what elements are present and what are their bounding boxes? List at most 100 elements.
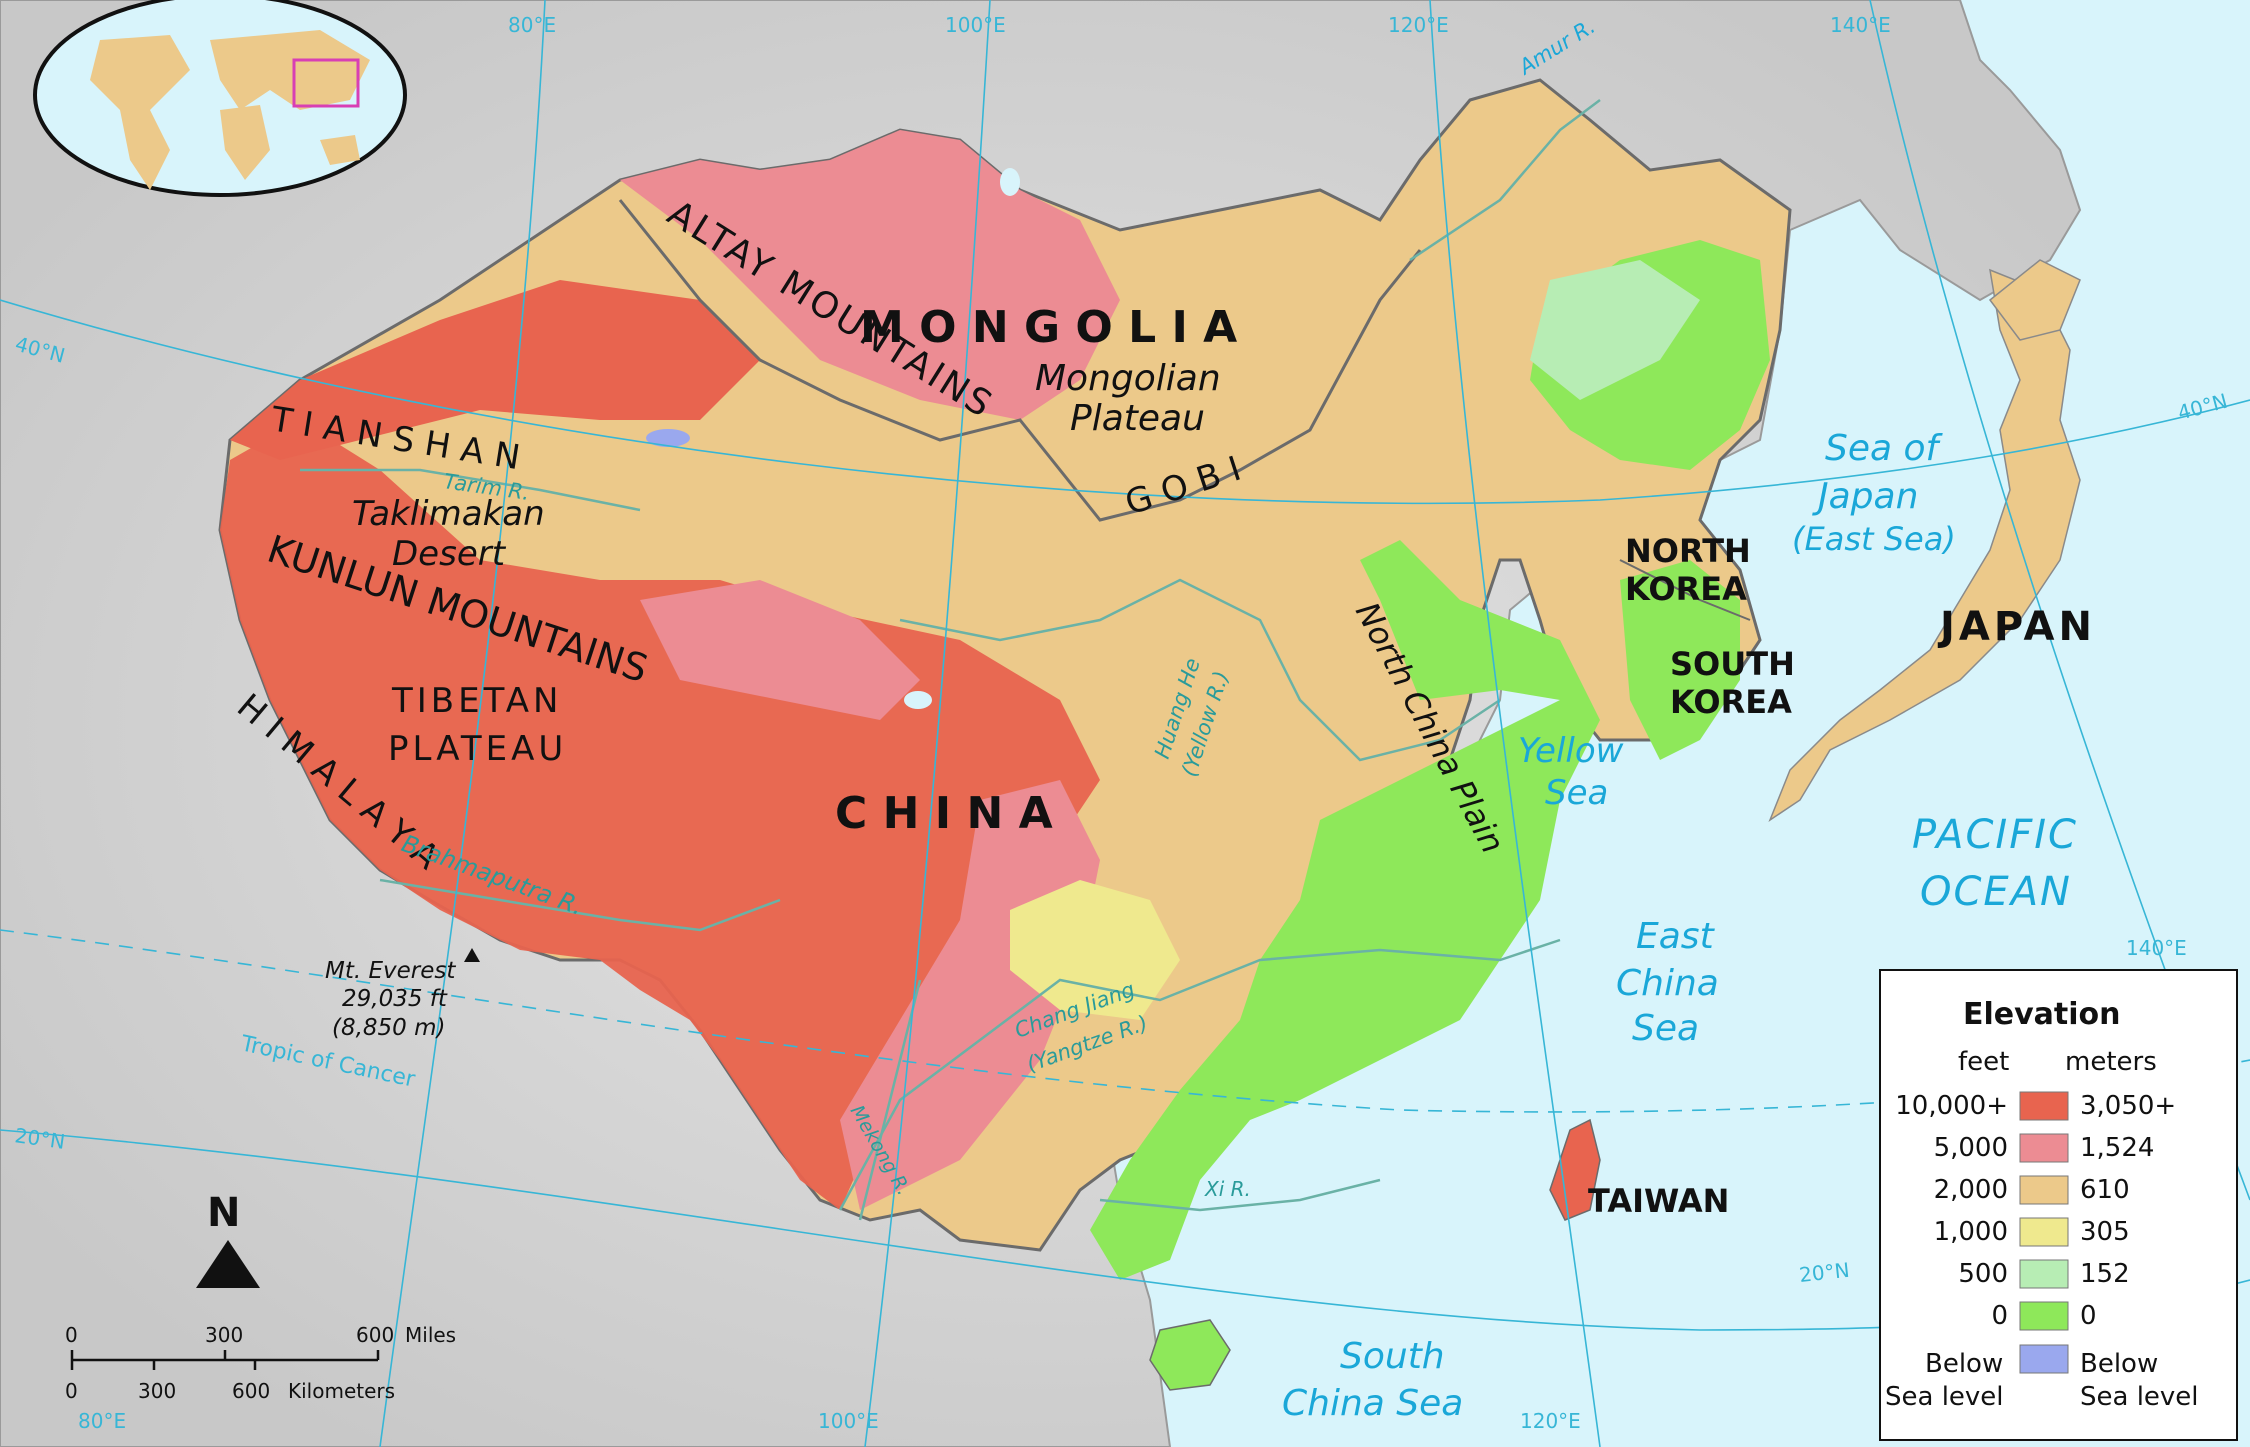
label-south-china-sea-1: South — [1340, 1336, 1445, 1377]
label-china: C H I N A — [835, 788, 1053, 839]
scale-miles-unit: Miles — [405, 1323, 456, 1347]
hainan-land — [1149, 1319, 1231, 1391]
legend-feet-value: 10,000+ — [1895, 1091, 2008, 1121]
legend-feet-value: 500 — [1958, 1259, 2008, 1289]
label-yellow-sea-2: Sea — [1545, 773, 1608, 813]
label-sea-of-japan-1: Sea of — [1825, 428, 1944, 469]
label-mongolia: M O N G O L I A — [860, 302, 1237, 353]
lowland-green — [1090, 540, 1600, 1280]
label-taiwan: TAIWAN — [1588, 1182, 1729, 1220]
legend-swatch — [2019, 1217, 2069, 1247]
label-tibetan-plateau-1: TIBETAN — [391, 681, 562, 721]
legend-title: Elevation — [1963, 997, 2121, 1032]
legend-below-feet-1: Below — [1925, 1349, 2003, 1379]
lake-issyk — [646, 429, 690, 447]
taiwan-land — [1549, 1118, 1601, 1221]
scale-miles-300: 300 — [205, 1323, 243, 1347]
scale-km-unit: Kilometers — [288, 1379, 395, 1403]
legend-swatch — [2019, 1259, 2069, 1289]
lon-label-100-bottom: 100°E — [818, 1409, 879, 1433]
scale-miles-600: 600 — [356, 1323, 394, 1347]
label-everest-1: Mt. Everest — [325, 958, 456, 984]
world-inset — [33, 0, 407, 197]
scale-km-300: 300 — [138, 1379, 176, 1403]
inset-africa — [220, 105, 270, 180]
legend-col-meters: meters — [2065, 1047, 2157, 1077]
legend-feet-value: 1,000 — [1934, 1217, 2008, 1247]
sichuan-pink — [840, 780, 1100, 1210]
mongolia-border — [618, 199, 1422, 522]
label-south-korea-1: SOUTH — [1670, 645, 1795, 683]
label-yellow-sea-1: Yellow — [1518, 731, 1624, 771]
scale-miles-0: 0 — [65, 1323, 78, 1347]
inset-locator-box — [292, 58, 360, 108]
legend-below-meters-2: Sea level — [2080, 1382, 2199, 1412]
korea-border — [1619, 559, 1751, 621]
label-north-korea-1: NORTH — [1625, 532, 1751, 570]
inset-australia — [320, 135, 360, 165]
label-tibetan-plateau-2: PLATEAU — [388, 729, 567, 769]
inset-americas — [90, 35, 190, 190]
rivers — [300, 99, 1601, 1221]
label-sea-of-japan-3: (East Sea) — [1792, 520, 1956, 558]
inset-eurasia — [210, 30, 370, 110]
legend-feet-value: 2,000 — [1934, 1175, 2008, 1205]
label-taklimakan-2: Desert — [392, 534, 507, 574]
label-east-china-sea-1: East — [1636, 916, 1716, 957]
korea-green — [1620, 560, 1740, 760]
qaidam-pink — [640, 580, 920, 720]
north-arrow-label: N — [207, 1190, 240, 1236]
legend-meters-value: 3,050+ — [2080, 1091, 2176, 1121]
north-arrow: N — [196, 1190, 260, 1288]
legend-meters-value: 305 — [2080, 1217, 2130, 1247]
scale-km-0: 0 — [65, 1379, 78, 1403]
label-taklimakan-1: Taklimakan — [352, 494, 545, 534]
legend-below-feet-2: Sea level — [1885, 1382, 2004, 1412]
lon-label-100-top: 100°E — [945, 13, 1006, 37]
legend-swatch — [2019, 1133, 2069, 1163]
label-sea-of-japan-2: Japan — [1812, 476, 1918, 517]
north-arrow-icon — [196, 1240, 260, 1288]
lon-label-120-top: 120°E — [1388, 13, 1449, 37]
legend-rows: 10,000+ 3,050+ 5,000 1,524 2,000 610 1,000 305 5… — [1895, 1091, 2176, 1331]
lake-khovsgol — [1000, 168, 1020, 196]
legend-swatch — [2019, 1091, 2069, 1121]
label-everest-3: (8,850 m) — [332, 1015, 446, 1041]
label-pacific-ocean-2: OCEAN — [1920, 869, 2072, 915]
legend-swatch — [2019, 1301, 2069, 1331]
label-east-china-sea-3: Sea — [1632, 1008, 1699, 1049]
label-pacific-ocean-1: PACIFIC — [1912, 812, 2078, 858]
everest-peak-icon — [464, 948, 480, 962]
label-mongolian-plateau-2: Plateau — [1070, 398, 1205, 439]
label-north-korea-2: KOREA — [1625, 570, 1747, 608]
elevation-legend: Elevation feet meters 10,000+ 3,050+ 5,000… — [1879, 969, 2238, 1441]
altay-pink — [620, 130, 1120, 420]
legend-meters-value: 0 — [2080, 1301, 2097, 1331]
legend-swatch — [2019, 1175, 2069, 1205]
manchuria-lightgreen — [1530, 260, 1700, 400]
tian-shan-high — [230, 280, 760, 460]
label-east-china-sea-2: China — [1616, 963, 1719, 1004]
lon-label-80-top: 80°E — [508, 13, 556, 37]
legend-meters-value: 152 — [2080, 1259, 2130, 1289]
legend-feet-value: 0 — [1991, 1301, 2008, 1331]
scale-bar: 0 300 600 Miles 0 300 600 Kilometers — [65, 1323, 456, 1403]
label-south-china-sea-2: China Sea — [1282, 1383, 1463, 1424]
legend-swatch-below — [2019, 1344, 2069, 1374]
legend-meters-value: 610 — [2080, 1175, 2130, 1205]
legend-meters-value: 1,524 — [2080, 1133, 2154, 1163]
lat-label-20-right: 20°N — [1798, 1258, 1851, 1287]
lake-qinghai — [904, 691, 932, 709]
label-xi-river: Xi R. — [1204, 1177, 1251, 1201]
hokkaido-land — [1988, 259, 2081, 341]
label-everest-2: 29,035 ft — [342, 986, 448, 1012]
legend-below-meters-1: Below — [2080, 1349, 2158, 1379]
label-japan: JAPAN — [1937, 604, 2096, 650]
label-mongolian-plateau-1: Mongolian — [1035, 358, 1221, 399]
lon-label-80-bottom: 80°E — [78, 1409, 126, 1433]
scale-km-600: 600 — [232, 1379, 270, 1403]
legend-feet-value: 5,000 — [1934, 1133, 2008, 1163]
lon-label-140-top: 140°E — [1830, 13, 1891, 37]
legend-col-feet: feet — [1958, 1047, 2009, 1077]
